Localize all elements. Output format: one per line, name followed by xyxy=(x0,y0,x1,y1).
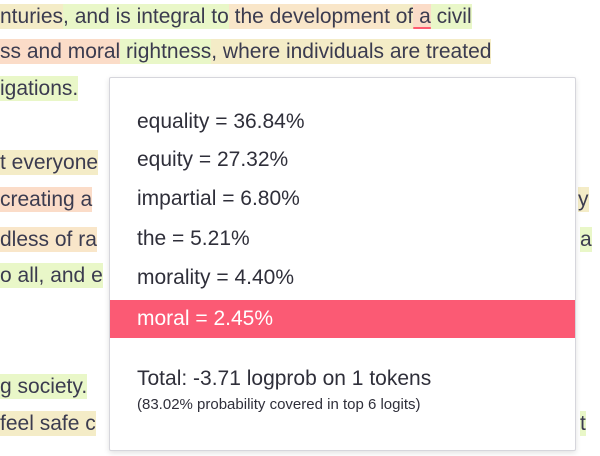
token[interactable]: nturies xyxy=(0,4,64,29)
text-fragment-right: y xyxy=(578,185,589,215)
token-option-selected[interactable]: moral = 2.45% xyxy=(110,300,575,338)
text-line-1: nturies, and is integral to the developm… xyxy=(0,2,472,32)
token-option[interactable]: morality = 4.40% xyxy=(137,266,294,289)
total-logprob: Total: -3.71 logprob on 1 tokens xyxy=(137,367,432,390)
token-probability-popup: equality = 36.84% equity = 27.32% impart… xyxy=(109,77,576,451)
text-line-9: feel safe c xyxy=(0,409,96,439)
token[interactable]: o all, and e xyxy=(0,263,103,288)
token[interactable]: the development xyxy=(228,4,390,29)
text-line-6: dless of ra xyxy=(0,225,97,255)
token[interactable]: igations. xyxy=(0,76,79,101)
token-option[interactable]: impartial = 6.80% xyxy=(137,187,300,210)
token[interactable]: t xyxy=(580,411,586,436)
token[interactable]: dless of ra xyxy=(0,227,97,252)
token[interactable]: of xyxy=(389,4,414,29)
token-option[interactable]: equity = 27.32% xyxy=(137,148,289,171)
text-line-5: creating a xyxy=(0,185,93,215)
token[interactable]: civil xyxy=(430,4,472,29)
token[interactable]: a xyxy=(580,227,592,252)
token[interactable]: creating a xyxy=(0,187,93,212)
text-line-3: igations. xyxy=(0,74,79,104)
text-line-7: o all, and e xyxy=(0,261,103,291)
token[interactable]: ss and moral xyxy=(0,39,121,64)
text-fragment-right: t xyxy=(580,409,586,439)
token[interactable]: g society. xyxy=(0,374,88,399)
text-line-8: g society. xyxy=(0,372,88,402)
token[interactable]: t everyone xyxy=(0,150,99,175)
text-line-2: ss and moral rightness, where individual… xyxy=(0,37,492,67)
token[interactable]: y xyxy=(578,187,589,212)
token[interactable]: , where individuals are treated xyxy=(211,39,492,64)
text-fragment-right: a xyxy=(580,225,592,255)
token-option[interactable]: equality = 36.84% xyxy=(137,110,305,133)
text-line-4: t everyone xyxy=(0,148,99,178)
token[interactable]: rightness xyxy=(120,39,212,64)
token[interactable]: , and is integral xyxy=(63,4,206,29)
probability-coverage-note: (83.02% probability covered in top 6 log… xyxy=(137,396,421,413)
token[interactable]: a xyxy=(413,4,431,29)
token[interactable]: to xyxy=(205,4,229,29)
token[interactable]: feel safe c xyxy=(0,411,96,436)
token-option[interactable]: the = 5.21% xyxy=(137,227,250,250)
